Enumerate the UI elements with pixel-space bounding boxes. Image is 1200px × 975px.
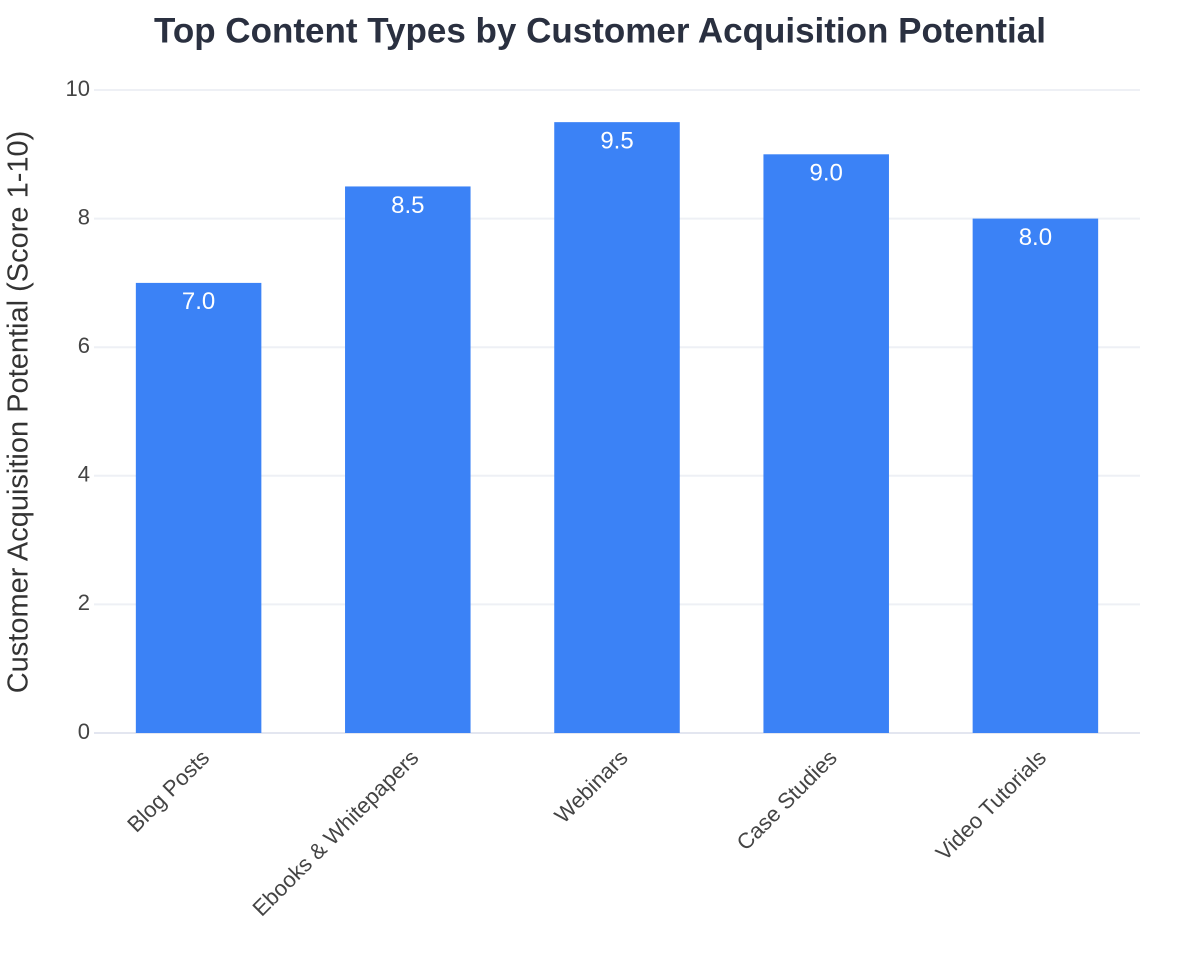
- y-tick-label: 10: [66, 76, 90, 101]
- value-label: 8.0: [1019, 224, 1052, 251]
- y-tick-label: 0: [78, 719, 90, 744]
- x-tick-label: Ebooks & Whitepapers: [248, 745, 424, 921]
- bar: [972, 218, 1099, 734]
- y-tick-label: 2: [78, 590, 90, 615]
- value-label: 9.5: [600, 127, 633, 154]
- y-tick-label: 6: [78, 333, 90, 358]
- x-tick-label: Video Tutorials: [931, 745, 1051, 865]
- y-tick-label: 8: [78, 204, 90, 229]
- x-tick-label: Webinars: [550, 745, 633, 828]
- y-tick-label: 4: [78, 462, 90, 487]
- value-label: 9.0: [810, 160, 843, 187]
- bar: [554, 122, 680, 733]
- bar: [345, 186, 471, 733]
- bar: [135, 282, 262, 733]
- chart-title: Top Content Types by Customer Acquisitio…: [154, 11, 1046, 50]
- y-axis-label: Customer Acquisition Potential (Score 1-…: [3, 131, 35, 694]
- value-label: 7.0: [182, 288, 215, 315]
- bar: [763, 154, 889, 734]
- x-tick-label: Blog Posts: [122, 745, 214, 837]
- value-label: 8.5: [391, 192, 424, 219]
- x-tick-label: Case Studies: [732, 745, 842, 855]
